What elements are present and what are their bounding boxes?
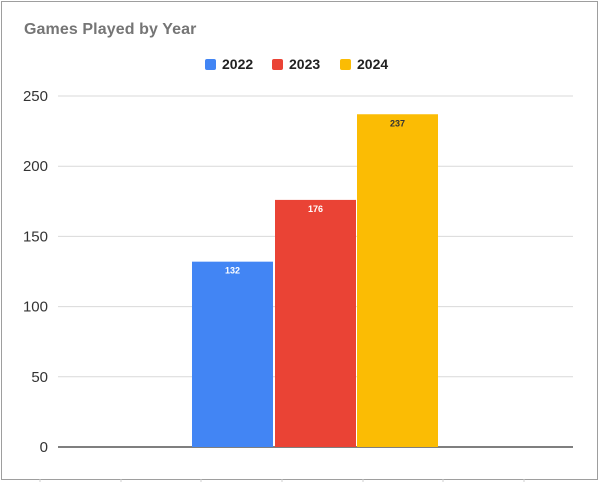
bar-2022[interactable] bbox=[192, 261, 273, 447]
data-label-2023: 176 bbox=[308, 204, 323, 214]
y-tick-label: 50 bbox=[31, 369, 48, 386]
data-label-2024: 237 bbox=[390, 118, 405, 128]
legend-swatch-2022 bbox=[205, 58, 216, 70]
y-tick-label: 100 bbox=[23, 299, 48, 316]
chart-title: Games Played by Year bbox=[24, 21, 197, 38]
legend-item-2024[interactable]: 2024 bbox=[340, 56, 388, 72]
legend-item-2022[interactable]: 2022 bbox=[205, 56, 253, 72]
y-tick-label: 150 bbox=[23, 228, 48, 245]
bar-2024[interactable] bbox=[357, 114, 438, 447]
legend-swatch-2024 bbox=[340, 58, 351, 70]
y-tick-label: 200 bbox=[23, 158, 48, 175]
legend-label-2024: 2024 bbox=[357, 56, 389, 72]
y-tick-label: 250 bbox=[23, 88, 48, 105]
bar-2023[interactable] bbox=[275, 199, 356, 447]
legend-swatch-2023 bbox=[272, 58, 283, 70]
chart-legend: 2022 2023 2024 bbox=[0, 56, 599, 74]
data-label-2022: 132 bbox=[225, 266, 240, 276]
legend-label-2023: 2023 bbox=[289, 56, 321, 72]
legend-item-2023[interactable]: 2023 bbox=[272, 56, 320, 72]
y-tick-label: 0 bbox=[40, 439, 48, 456]
legend-label-2022: 2022 bbox=[222, 56, 254, 72]
